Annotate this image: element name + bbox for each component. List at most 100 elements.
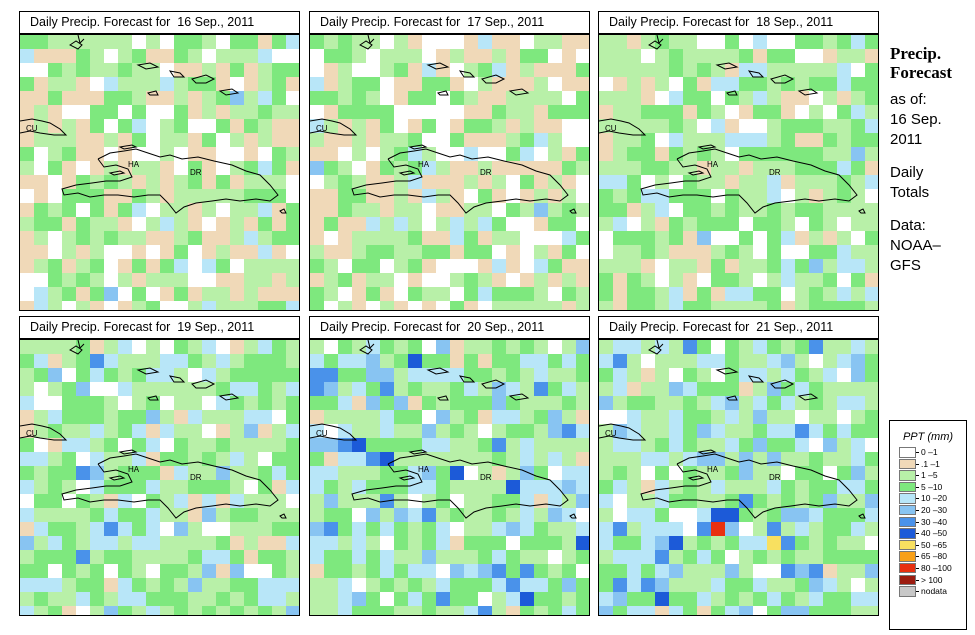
precip-cell (837, 438, 851, 452)
precip-cell (851, 382, 865, 396)
precip-cell (146, 410, 160, 424)
precip-cell (48, 494, 62, 508)
precip-cell (548, 161, 562, 175)
precip-cell (90, 273, 104, 287)
precip-cell (310, 466, 324, 480)
precip-cell (324, 438, 338, 452)
precip-cell (711, 466, 725, 480)
precip-cell (436, 410, 450, 424)
precip-cell (34, 287, 48, 301)
precip-cell (436, 231, 450, 245)
precip-cell (478, 175, 492, 189)
precip-cell (90, 452, 104, 466)
precip-cell (408, 245, 422, 259)
precip-cell (739, 354, 753, 368)
precip-cell (408, 77, 422, 91)
precip-cell (753, 522, 767, 536)
precip-cell (450, 175, 464, 189)
precip-cell (739, 466, 753, 480)
precip-cell (576, 203, 589, 217)
precip-cell (450, 466, 464, 480)
precip-cell (160, 245, 174, 259)
precip-cell (258, 133, 272, 147)
precip-cell (725, 368, 739, 382)
precip-cell (338, 245, 352, 259)
precip-cell (520, 424, 534, 438)
precip-cell (478, 119, 492, 133)
precip-cell (739, 522, 753, 536)
precip-cell (576, 217, 589, 231)
precip-cell (366, 77, 380, 91)
precip-cell (216, 147, 230, 161)
precip-cell (562, 536, 576, 550)
precip-cell (90, 564, 104, 578)
precip-cell (781, 606, 795, 615)
precip-cell (534, 480, 548, 494)
precip-cell (90, 105, 104, 119)
precip-cell (576, 438, 589, 452)
precip-cell (576, 63, 589, 77)
precip-cell (436, 564, 450, 578)
precip-cell (202, 161, 216, 175)
precip-cell (188, 354, 202, 368)
precip-cell (146, 564, 160, 578)
precip-cell (118, 522, 132, 536)
dominican-republic-label: DR (190, 473, 202, 482)
precip-cell (655, 452, 669, 466)
precip-cell-moderate (767, 536, 781, 550)
precip-cell (669, 35, 683, 49)
precip-cell (641, 508, 655, 522)
precip-cell (823, 382, 837, 396)
precip-cell (739, 175, 753, 189)
precip-cell (310, 368, 324, 382)
precip-cell (436, 105, 450, 119)
precip-cell (599, 287, 613, 301)
precip-cell (562, 480, 576, 494)
precip-cell (366, 410, 380, 424)
precip-cell (669, 77, 683, 91)
precip-cell (366, 105, 380, 119)
precip-cell (352, 259, 366, 273)
precip-cell (562, 466, 576, 480)
precip-cell (174, 396, 188, 410)
precip-cell (352, 63, 366, 77)
precip-cell (160, 452, 174, 466)
precip-cell (366, 536, 380, 550)
precip-cell (781, 35, 795, 49)
precip-cell (739, 424, 753, 438)
precip-cell (576, 522, 589, 536)
legend-label: > 100 (921, 574, 943, 585)
precip-cell (174, 340, 188, 354)
precip-cell (286, 578, 299, 592)
precip-cell (520, 578, 534, 592)
precip-cell (352, 203, 366, 217)
precip-cell (146, 259, 160, 273)
precip-cell (310, 480, 324, 494)
precip-cell (669, 119, 683, 133)
precip-cell (408, 175, 422, 189)
precip-cell (576, 466, 589, 480)
precip-cell (272, 245, 286, 259)
precip-cell (132, 368, 146, 382)
precip-cell (48, 340, 62, 354)
precip-cell (506, 189, 520, 203)
precip-cell (118, 63, 132, 77)
precip-cell (160, 396, 174, 410)
precip-cell (324, 49, 338, 63)
precip-cell (34, 245, 48, 259)
precip-cell (767, 287, 781, 301)
precip-cell (627, 382, 641, 396)
precip-cell (422, 35, 436, 49)
precip-cell (809, 147, 823, 161)
precip-cell (548, 147, 562, 161)
precip-cell (338, 63, 352, 77)
precip-cell (809, 396, 823, 410)
precip-cell (394, 410, 408, 424)
precip-cell (310, 273, 324, 287)
precip-cell (76, 578, 90, 592)
precip-cell (272, 382, 286, 396)
precip-cell (408, 217, 422, 231)
precip-cell (146, 203, 160, 217)
precip-cell (865, 396, 878, 410)
precip-cell (739, 536, 753, 550)
